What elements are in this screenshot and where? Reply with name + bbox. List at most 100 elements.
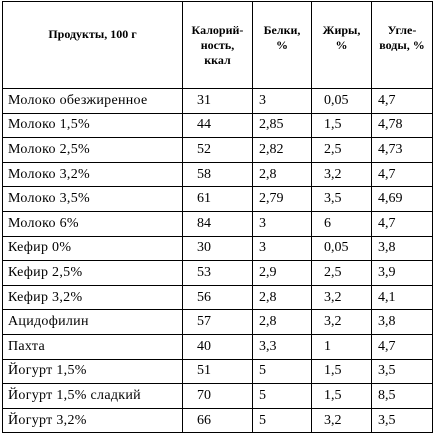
cell-calories: 53	[182, 260, 253, 286]
cell-protein: 3,3	[252, 333, 312, 360]
header-calories-line-1: Калорий-	[191, 22, 244, 37]
header-product-label: Продукты, 100 г	[48, 26, 137, 41]
cell-calories: 56	[182, 284, 253, 311]
cell-protein: 2,79	[252, 186, 312, 212]
cell-calories: 61	[182, 186, 253, 212]
header-carbs: Угле- воды, %	[371, 1, 433, 89]
cell-product: Молоко 6%	[2, 210, 183, 237]
cell-protein: 2,8	[252, 284, 312, 311]
cell-carbs: 3,8	[371, 235, 433, 262]
header-product: Продукты, 100 г	[2, 1, 183, 89]
cell-fat: 1,5	[311, 383, 372, 409]
header-row: Продукты, 100 г Калорий- ность, ккал Бел…	[2, 1, 433, 89]
header-protein-line-2: %	[276, 38, 288, 52]
cell-carbs: 4,7	[371, 210, 433, 237]
cell-product: Йогурт 1,5% сладкий	[2, 383, 183, 409]
cell-protein: 5	[252, 407, 312, 433]
table-row: Йогурт 1,5% сладкий 70 5 1,5 8,5	[2, 383, 433, 409]
cell-carbs: 4,7	[371, 333, 433, 360]
table-row: Йогурт 1,5% 51 5 1,5 3,5	[2, 358, 433, 385]
header-fat-line-2: %	[335, 38, 348, 52]
cell-protein: 3	[252, 88, 312, 114]
cell-product: Кефир 3,2%	[2, 284, 183, 311]
cell-calories: 51	[182, 358, 253, 385]
cell-calories: 30	[182, 235, 253, 262]
cell-calories: 31	[182, 88, 253, 114]
table-row: Кефир 3,2% 56 2,8 3,2 4,1	[2, 284, 433, 311]
cell-fat: 0,05	[311, 235, 372, 262]
table-row: Молоко 3,5% 61 2,79 3,5 4,69	[2, 186, 433, 212]
cell-carbs: 3,9	[371, 260, 433, 286]
header-fat-line-1: Жиры,	[322, 23, 361, 37]
cell-protein: 5	[252, 358, 312, 385]
cell-fat: 6	[311, 210, 372, 237]
table-row: Молоко 2,5% 52 2,82 2,5 4,73	[2, 137, 433, 163]
cell-fat: 1,5	[311, 358, 372, 385]
cell-fat: 3,2	[311, 407, 372, 433]
table-row: Молоко 1,5% 44 2,85 1,5 4,78	[2, 112, 433, 139]
cell-calories: 70	[182, 383, 253, 409]
table-row: Кефир 0% 30 3 0,05 3,8	[2, 235, 433, 262]
cell-calories: 58	[182, 161, 253, 188]
cell-calories: 44	[182, 112, 253, 139]
cell-carbs: 3,5	[371, 407, 433, 433]
cell-product: Ацидофилин	[2, 309, 183, 335]
table-row: Молоко 3,2% 58 2,8 3,2 4,7	[2, 161, 433, 188]
cell-carbs: 4,73	[371, 137, 433, 163]
cell-product: Молоко обезжиренное	[2, 88, 183, 114]
cell-carbs: 3,5	[371, 358, 433, 385]
cell-fat: 3,2	[311, 161, 372, 188]
header-protein: Белки, %	[252, 1, 312, 89]
table-body: Молоко обезжиренное 31 3 0,05 4,7 Молоко 1,5%…	[2, 88, 433, 433]
table-row: Молоко обезжиренное 31 3 0,05 4,7	[2, 88, 433, 114]
cell-fat: 1	[311, 333, 372, 360]
cell-protein: 2,9	[252, 260, 312, 286]
cell-carbs: 4,1	[371, 284, 433, 311]
cell-fat: 2,5	[311, 260, 372, 286]
header-calories-line-2: ность,	[200, 37, 235, 52]
cell-protein: 2,8	[252, 309, 312, 335]
cell-product: Молоко 3,2%	[2, 161, 183, 188]
cell-fat: 3,5	[311, 186, 372, 212]
header-protein-line-1: Белки,	[263, 23, 301, 37]
cell-product: Кефир 2,5%	[2, 260, 183, 286]
cell-product: Йогурт 3,2%	[2, 407, 183, 433]
cell-calories: 57	[182, 309, 253, 335]
header-calories: Калорий- ность, ккал	[182, 1, 253, 89]
cell-calories: 40	[182, 333, 253, 360]
cell-carbs: 8,5	[371, 383, 433, 409]
cell-fat: 3,2	[311, 284, 372, 311]
cell-carbs: 4,78	[371, 112, 433, 139]
cell-calories: 52	[182, 137, 253, 163]
cell-protein: 2,82	[252, 137, 312, 163]
cell-calories: 84	[182, 210, 253, 237]
cell-fat: 2,5	[311, 137, 372, 163]
header-fat: Жиры, %	[311, 1, 372, 89]
cell-carbs: 4,7	[371, 88, 433, 114]
cell-fat: 0,05	[311, 88, 372, 114]
cell-product: Йогурт 1,5%	[2, 358, 183, 385]
cell-product: Молоко 3,5%	[2, 186, 183, 212]
cell-calories: 66	[182, 407, 253, 433]
cell-carbs: 3,8	[371, 309, 433, 335]
table-row: Ацидофилин 57 2,8 3,2 3,8	[2, 309, 433, 335]
table-header: Продукты, 100 г Калорий- ность, ккал Бел…	[2, 1, 433, 89]
cell-protein: 3	[252, 235, 312, 262]
cell-protein: 2,85	[252, 112, 312, 139]
header-carbs-line-2: воды, %	[379, 38, 425, 52]
header-calories-line-3: ккал	[204, 52, 231, 67]
cell-protein: 3	[252, 210, 312, 237]
cell-product: Пахта	[2, 333, 183, 360]
table-row: Кефир 2,5% 53 2,9 2,5 3,9	[2, 260, 433, 286]
cell-fat: 3,2	[311, 309, 372, 335]
cell-protein: 2,8	[252, 161, 312, 188]
cell-product: Кефир 0%	[2, 235, 183, 262]
cell-carbs: 4,69	[371, 186, 433, 212]
cell-product: Молоко 2,5%	[2, 137, 183, 163]
table-row: Молоко 6% 84 3 6 4,7	[2, 210, 433, 237]
cell-fat: 1,5	[311, 112, 372, 139]
cell-protein: 5	[252, 383, 312, 409]
cell-carbs: 4,7	[371, 161, 433, 188]
